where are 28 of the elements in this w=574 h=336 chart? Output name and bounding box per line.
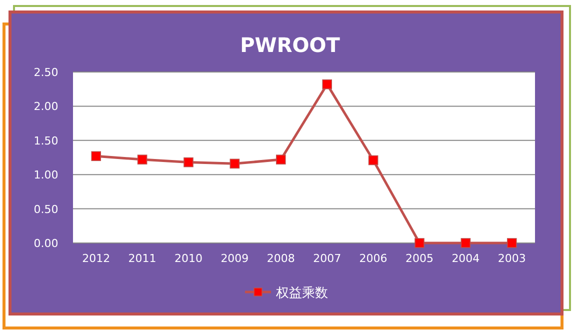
y-tick-label: 0.00: [34, 237, 58, 250]
y-tick-label: 1.50: [34, 134, 58, 148]
point: [91, 151, 101, 162]
x-tick-label: 2010: [174, 252, 202, 265]
x-tick-label: 2007: [313, 252, 342, 265]
x-tick-label: 2005: [406, 252, 434, 265]
y-tick-label: 1.00: [34, 168, 58, 182]
x-tick-label: 2011: [128, 252, 156, 265]
x-tick-label: 2003: [498, 252, 526, 265]
point: [184, 157, 194, 168]
x-tick-label: 2006: [359, 252, 388, 265]
point: [322, 79, 332, 90]
x-tick-label: 2008: [266, 252, 295, 265]
point: [137, 154, 148, 164]
legend-label: 权益乘数: [275, 286, 328, 301]
point: [230, 158, 240, 169]
point: [460, 238, 471, 248]
chart-title: PWROOT: [240, 33, 340, 57]
point: [276, 154, 286, 164]
point: [368, 155, 378, 166]
y-tick-label: 2.00: [34, 100, 58, 114]
x-tick-label: 2012: [82, 252, 110, 265]
point: [507, 238, 517, 248]
y-tick-label: 2.50: [34, 66, 58, 79]
x-tick-label: 2004: [452, 252, 480, 265]
point: [414, 238, 424, 248]
x-tick-label: 2009: [220, 252, 249, 265]
y-tick-label: 0.50: [34, 202, 58, 216]
